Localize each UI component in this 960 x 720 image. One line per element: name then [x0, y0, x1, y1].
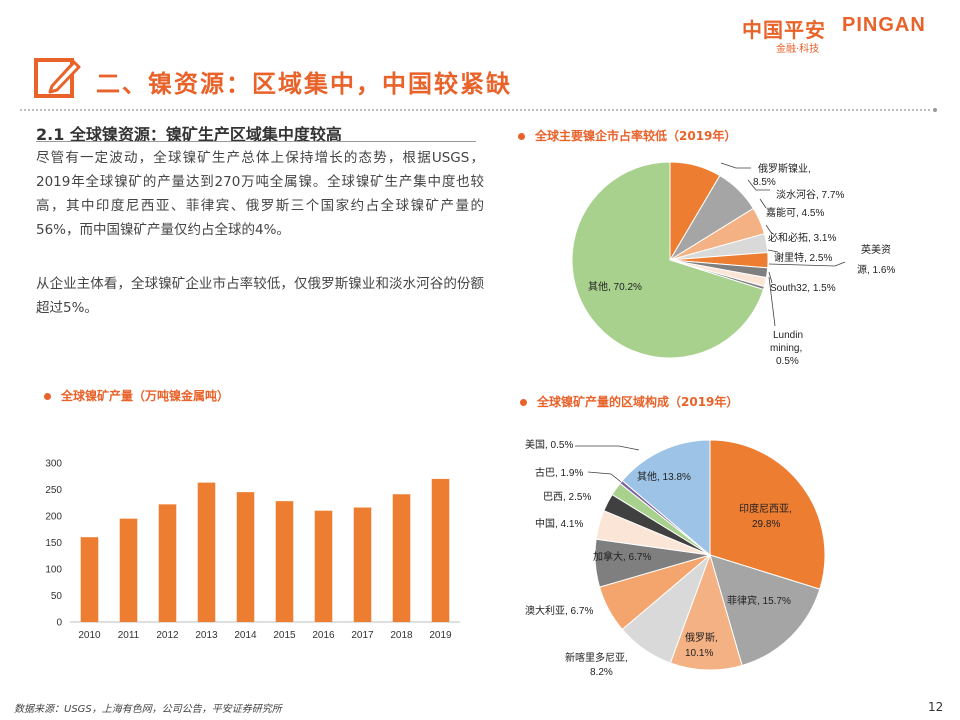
- x-tick-label-2014: 2014: [234, 630, 257, 641]
- company-label-glencore: 嘉能可, 4.5%: [766, 206, 824, 219]
- region-label-newcaledonia-l2: 8.2%: [590, 667, 613, 678]
- region-label-cuba: 古巴, 1.9%: [535, 466, 583, 479]
- bar-2016: [314, 510, 333, 622]
- region-share-pie-chart: 美国, 0.5% 古巴, 1.9% 巴西, 2.5% 中国, 4.1% 加拿大,…: [525, 438, 826, 678]
- region-label-russia-l2: 10.1%: [685, 648, 713, 659]
- company-label-lundin-l2: mining,: [770, 343, 802, 354]
- region-pie-slice-1: [709, 554, 821, 667]
- y-tick-label-2: 100: [45, 565, 62, 576]
- company-label-vale: 淡水河谷, 7.7%: [776, 189, 844, 201]
- paragraph-production: 尽管有一定波动，全球镍矿生产总体上保持增长的态势，根据USGS，2019年全球镍…: [36, 150, 484, 238]
- title-divider: [20, 108, 937, 112]
- company-label-angloamerican-l2: 源, 1.6%: [857, 263, 895, 276]
- bar-2017: [353, 507, 372, 622]
- company-pie-slice-8: [571, 161, 765, 359]
- bar-2014: [236, 492, 255, 622]
- y-tick-label-1: 50: [51, 591, 63, 602]
- bullet-icon: [518, 133, 525, 140]
- company-label-south32: South32, 1.5%: [770, 283, 836, 294]
- chart-title-production: 全球镍矿产量（万吨镍金属吨）: [44, 387, 229, 404]
- company-label-bhp: 必和必拓, 3.1%: [768, 231, 836, 244]
- chart-title-region-share: 全球镍矿产量的区域构成（2019年）: [520, 393, 738, 410]
- bullet-icon: [44, 393, 51, 400]
- data-source-note: 数据来源：USGS，上海有色网，公司公告，平安证券研究所: [14, 704, 282, 715]
- company-label-norilsk-l1: 俄罗斯镍业,: [758, 162, 811, 175]
- brand-logo-en: PINGAN: [842, 14, 926, 36]
- x-tick-label-2015: 2015: [273, 630, 296, 641]
- y-tick-label-0: 0: [56, 618, 62, 629]
- region-pie-slice-2: [669, 553, 743, 671]
- x-tick-label-2017: 2017: [351, 630, 374, 641]
- y-tick-label-5: 250: [45, 485, 62, 496]
- company-label-lundin-l1: Lundin: [773, 330, 803, 341]
- subheading-underline: [36, 141, 476, 142]
- region-label-canada: 加拿大, 6.7%: [593, 550, 651, 563]
- subheading: 2.1 全球镍资源：镍矿生产区域集中度较高: [36, 125, 342, 144]
- x-tick-label-2016: 2016: [312, 630, 335, 641]
- region-pie-slice-10: [621, 439, 711, 557]
- bar-2010: [80, 537, 99, 622]
- x-tick-label-2011: 2011: [118, 630, 140, 641]
- region-label-philippines: 菲律宾, 15.7%: [727, 594, 791, 607]
- brand-tagline: 金融·科技: [776, 44, 820, 55]
- company-label-lundin-l3: 0.5%: [776, 356, 799, 367]
- region-label-indonesia-l2: 29.8%: [752, 519, 780, 530]
- y-tick-label-4: 200: [45, 512, 62, 523]
- bar-2011: [119, 518, 138, 622]
- region-pie-slice-0: [709, 439, 826, 590]
- edit-pencil-icon: [34, 58, 81, 98]
- bar-2012: [158, 504, 177, 622]
- company-label-others: 其他, 70.2%: [588, 280, 642, 293]
- bar-2019: [431, 478, 450, 622]
- brand-logo-cn: 中国平安: [742, 18, 826, 42]
- bar-2018: [392, 494, 411, 622]
- x-tick-label-2018: 2018: [390, 630, 413, 641]
- y-tick-label-3: 150: [45, 538, 62, 549]
- production-bar-chart: 0 50 100 150 200 250 300 2010 2011 2012 2013 2014 2…: [45, 459, 460, 641]
- chart-title-company-share: 全球主要镍企市占率较低（2019年）: [518, 127, 736, 144]
- region-label-australia: 澳大利亚, 6.7%: [525, 604, 593, 617]
- region-label-russia-l1: 俄罗斯,: [685, 631, 718, 644]
- x-tick-label-2013: 2013: [195, 630, 218, 641]
- region-label-china: 中国, 4.1%: [535, 517, 583, 530]
- bar-2013: [197, 482, 216, 622]
- company-share-pie-chart: 俄罗斯镍业, 8.5% 淡水河谷, 7.7% 嘉能可, 4.5% 必和必拓, 3…: [571, 161, 895, 367]
- region-label-us: 美国, 0.5%: [525, 438, 573, 451]
- chart-title-text: 全球主要镍企市占率较低（2019年）: [535, 129, 737, 143]
- company-label-sherritt: 谢里特, 2.5%: [774, 251, 832, 264]
- x-tick-label-2010: 2010: [78, 630, 101, 641]
- bullet-icon: [520, 399, 527, 406]
- chart-title-text: 全球镍矿产量（万吨镍金属吨）: [61, 389, 230, 403]
- bar-2015: [275, 501, 294, 622]
- x-tick-label-2012: 2012: [156, 630, 179, 641]
- paragraph-enterprise: 从企业主体看，全球镍矿企业市占率较低，仅俄罗斯镍业和淡水河谷的份额超过5%。: [36, 276, 484, 316]
- region-label-indonesia-l1: 印度尼西亚,: [739, 502, 792, 515]
- company-label-angloamerican-l1: 英美资: [861, 243, 891, 256]
- chart-title-text: 全球镍矿产量的区域构成（2019年）: [537, 395, 739, 409]
- company-label-norilsk-l2: 8.5%: [753, 177, 776, 188]
- region-label-brazil: 巴西, 2.5%: [543, 491, 591, 503]
- region-label-newcaledonia-l1: 新喀里多尼亚,: [565, 651, 628, 664]
- section-title: 二、镍资源：区域集中，中国较紧缺: [96, 69, 512, 98]
- page-number: 12: [928, 700, 944, 714]
- y-tick-label-6: 300: [45, 459, 62, 470]
- x-tick-label-2019: 2019: [429, 630, 452, 641]
- region-label-others: 其他, 13.8%: [637, 470, 691, 483]
